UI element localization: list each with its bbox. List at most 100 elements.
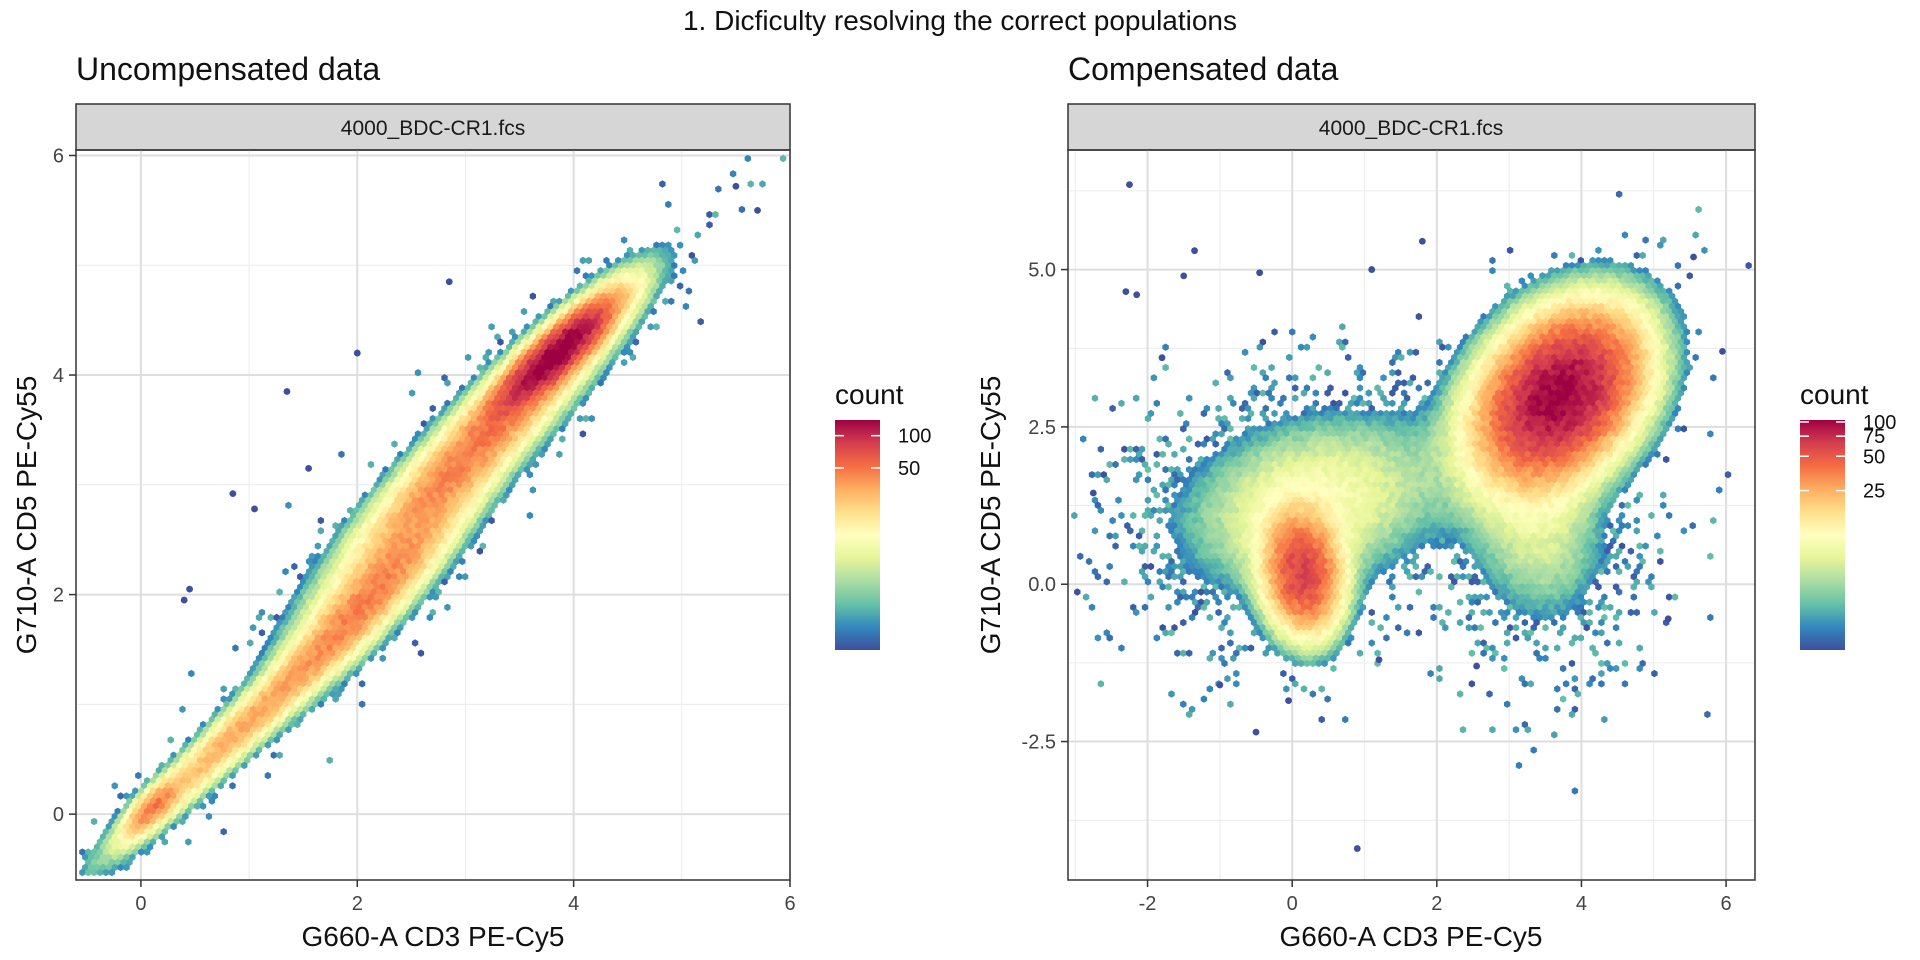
- hexbin-cell: [476, 506, 483, 515]
- hexbin-cell: [1524, 409, 1531, 418]
- hexbin-cell: [532, 318, 539, 326]
- hexbin-cell: [1474, 425, 1481, 433]
- hexbin-cell: [509, 430, 516, 438]
- hexbin-cell: [453, 537, 460, 545]
- hexbin-cell: [438, 501, 445, 509]
- hexbin-cell: [1618, 328, 1626, 336]
- hexbin-cell: [461, 460, 469, 469]
- hexbin-cell: [1371, 440, 1378, 448]
- hexbin-cell: [517, 404, 525, 413]
- hexbin-cell: [1624, 450, 1632, 458]
- hexbin-cell: [1477, 358, 1484, 367]
- hexbin-cell: [323, 557, 330, 566]
- hexbin-cell: [629, 302, 637, 311]
- hexbin-cell: [1583, 460, 1590, 469]
- hexbin-cell: [485, 471, 492, 479]
- hexbin-cell: [453, 435, 460, 443]
- hexbin-cell: [146, 802, 154, 810]
- hexbin-cell: [532, 358, 539, 367]
- hexbin-cell: [158, 771, 165, 780]
- hexbin-cell: [491, 450, 498, 458]
- hexbin-cell: [1465, 409, 1473, 418]
- hexbin-cell: [562, 369, 569, 377]
- hexbin-cell: [1627, 425, 1634, 433]
- hexbin-cell: [161, 797, 168, 805]
- hexbin-cell: [1492, 414, 1499, 423]
- hexbin-cell: [179, 766, 186, 775]
- hexbin-cell: [199, 792, 207, 800]
- hexbin-cell: [414, 481, 422, 489]
- hexbin-cell: [606, 272, 613, 280]
- hexbin-cell: [512, 343, 519, 351]
- x-tick-label: 2: [352, 893, 363, 915]
- hexbin-cell: [270, 700, 277, 708]
- hexbin-cell: [1633, 302, 1640, 311]
- hexbin-cell: [494, 384, 501, 392]
- hexbin-cell: [1630, 277, 1637, 285]
- hexbin-cell: [302, 644, 310, 652]
- hexbin-cell: [414, 532, 422, 540]
- hexbin-cell: [364, 506, 372, 515]
- hexbin-cell: [565, 374, 572, 382]
- hexbin-cell: [1474, 353, 1481, 362]
- hexbin-cell: [155, 797, 163, 805]
- hexbin-cell: [1518, 409, 1526, 418]
- hexbin-cell: [294, 639, 301, 647]
- hexbin-cell: [1456, 384, 1464, 392]
- hexbin-cell: [279, 695, 286, 703]
- hexbin-cell: [1259, 389, 1266, 397]
- hexbin-cell: [547, 363, 554, 372]
- hexbin-cell: [609, 297, 616, 305]
- hexbin-cell: [291, 603, 298, 611]
- hexbin-cell: [1642, 328, 1649, 336]
- hexbin-cell: [126, 797, 133, 805]
- hexbin-cell: [397, 542, 404, 550]
- hexbin-cell: [509, 460, 516, 469]
- hexbin-cell: [1610, 333, 1617, 341]
- hexbin-cell: [506, 404, 513, 413]
- hexbin-cell: [444, 450, 451, 458]
- hexbin-cell: [523, 343, 531, 351]
- hexbin-cell: [629, 353, 637, 362]
- hexbin-cell: [447, 414, 454, 423]
- hexbin-cell: [1515, 455, 1523, 464]
- hexbin-cell: [373, 552, 380, 560]
- hexbin-cell: [429, 588, 436, 596]
- hexbin-cell: [1580, 323, 1587, 331]
- hexbin-cell: [288, 690, 295, 698]
- hexbin-cell: [1380, 394, 1387, 402]
- hexbin-cell: [99, 863, 107, 872]
- hexbin-cell: [90, 848, 98, 856]
- hexbin-cell: [1680, 363, 1687, 372]
- hexbin-cell: [476, 476, 483, 484]
- hexbin-cell: [1568, 445, 1576, 453]
- hexbin-cell: [382, 496, 389, 504]
- hexbin-cell: [1527, 455, 1534, 464]
- hexbin-cell: [300, 659, 307, 668]
- hexbin-cell: [382, 557, 389, 566]
- hexbin-cell: [141, 792, 148, 800]
- hexbin-cell: [1233, 435, 1240, 443]
- hexbin-cell: [376, 506, 383, 515]
- hexbin-cell: [1224, 369, 1231, 377]
- hexbin-cell: [1495, 399, 1502, 407]
- hexbin-cell: [423, 496, 430, 504]
- hexbin-cell: [403, 481, 410, 489]
- hexbin-cell: [152, 802, 160, 810]
- hexbin-cell: [426, 532, 433, 540]
- hexbin-cell: [1592, 272, 1599, 280]
- hexbin-cell: [1666, 318, 1673, 326]
- hexbin-cell: [226, 705, 233, 713]
- hexbin-cell: [1218, 430, 1225, 438]
- hexbin-cell: [444, 420, 451, 428]
- hexbin-cell: [635, 251, 642, 260]
- hexbin-cell: [1654, 450, 1661, 458]
- hexbin-cell: [1654, 348, 1661, 356]
- hexbin-cell: [1509, 363, 1517, 372]
- hexbin-cell: [317, 629, 324, 637]
- hexbin-cell: [1448, 430, 1455, 438]
- hexbin-cell: [1424, 409, 1431, 418]
- hexbin-cell: [1601, 420, 1608, 428]
- hexbin-cell: [1509, 404, 1517, 413]
- hexbin-cell: [379, 552, 386, 560]
